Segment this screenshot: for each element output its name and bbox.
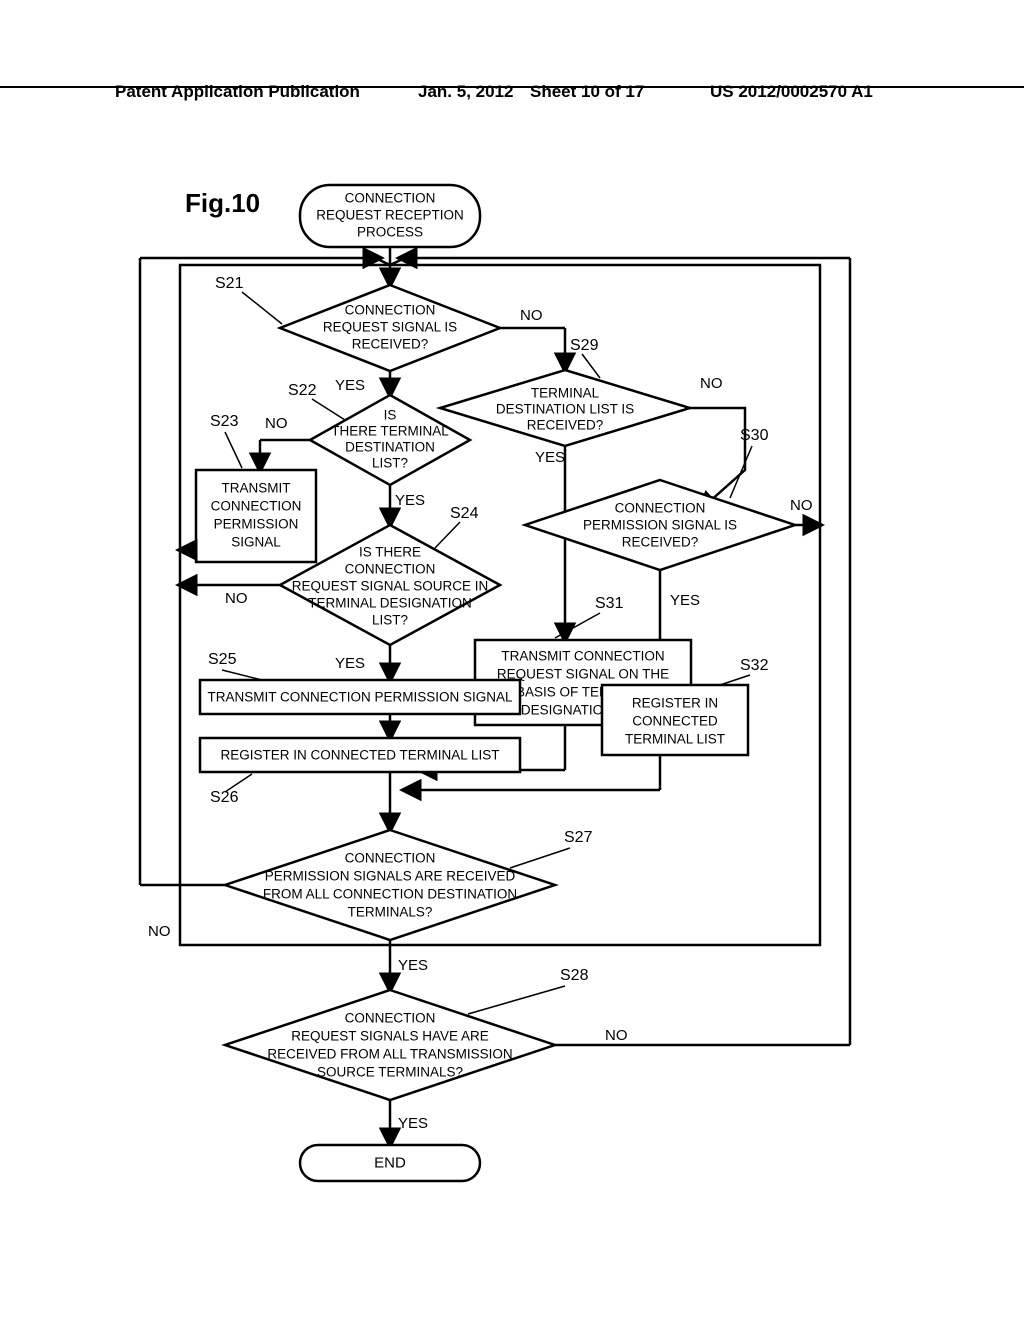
svg-text:DESTINATION: DESTINATION	[345, 440, 435, 455]
svg-text:SIGNAL: SIGNAL	[231, 535, 281, 550]
header-mid: Jan. 5, 2012	[418, 82, 513, 102]
svg-text:CONNECTION: CONNECTION	[345, 851, 436, 866]
s27-no: NO	[148, 923, 171, 940]
s30-no: NO	[790, 497, 813, 514]
svg-text:FROM ALL CONNECTION DESTINATIO: FROM ALL CONNECTION DESTINATION	[263, 887, 517, 902]
svg-text:CONNECTION: CONNECTION	[211, 499, 302, 514]
node-s21: CONNECTION REQUEST SIGNAL IS RECEIVED?	[280, 285, 500, 371]
svg-text:CONNECTION: CONNECTION	[345, 191, 436, 206]
flowchart: Fig.10 CONNECTION REQUEST RECEPTION PROC…	[0, 110, 1024, 1320]
svg-text:CONNECTION: CONNECTION	[345, 303, 436, 318]
node-s28: CONNECTION REQUEST SIGNALS HAVE ARE RECE…	[225, 990, 555, 1100]
svg-text:REQUEST SIGNAL IS: REQUEST SIGNAL IS	[323, 320, 457, 335]
s22-yes: YES	[395, 492, 425, 509]
s21-no: NO	[520, 307, 543, 324]
label-s22: S22	[288, 382, 317, 399]
label-s27: S27	[564, 829, 593, 846]
svg-text:CONNECTED: CONNECTED	[632, 714, 718, 729]
label-s31: S31	[595, 595, 624, 612]
end-terminator: END	[300, 1145, 480, 1181]
svg-text:RECEIVED?: RECEIVED?	[352, 337, 429, 352]
s24-no: NO	[225, 590, 248, 607]
label-s23: S23	[210, 413, 239, 430]
svg-text:END: END	[374, 1155, 406, 1172]
s24-yes: YES	[335, 655, 365, 672]
figure-label: Fig.10	[185, 188, 260, 218]
svg-text:PERMISSION SIGNALS ARE RECEIVE: PERMISSION SIGNALS ARE RECEIVED	[265, 869, 516, 884]
svg-text:PROCESS: PROCESS	[357, 225, 423, 240]
svg-text:RECEIVED?: RECEIVED?	[622, 535, 699, 550]
s21-yes: YES	[335, 377, 365, 394]
page-header: Patent Application Publication Jan. 5, 2…	[0, 82, 1024, 88]
svg-text:RECEIVED FROM ALL TRANSMISSION: RECEIVED FROM ALL TRANSMISSION	[267, 1047, 512, 1062]
svg-text:REQUEST SIGNAL SOURCE IN: REQUEST SIGNAL SOURCE IN	[292, 579, 489, 594]
svg-text:IS THERE: IS THERE	[359, 545, 421, 560]
svg-text:LIST?: LIST?	[372, 456, 408, 471]
label-s26: S26	[210, 789, 239, 806]
svg-text:RECEIVED?: RECEIVED?	[527, 418, 604, 433]
svg-text:DESTINATION LIST IS: DESTINATION LIST IS	[496, 402, 634, 417]
node-s32: REGISTER IN CONNECTED TERMINAL LIST	[602, 685, 748, 755]
outer-frame	[180, 265, 820, 945]
s29-no: NO	[700, 375, 723, 392]
svg-text:TERMINALS?: TERMINALS?	[348, 905, 433, 920]
svg-text:PERMISSION SIGNAL IS: PERMISSION SIGNAL IS	[583, 518, 737, 533]
label-s24: S24	[450, 505, 479, 522]
svg-text:PERMISSION: PERMISSION	[214, 517, 299, 532]
s22-no: NO	[265, 415, 288, 432]
label-s21: S21	[215, 275, 244, 292]
header-right: US 2012/0002570 A1	[710, 82, 873, 102]
label-s32: S32	[740, 657, 769, 674]
svg-text:THERE TERMINAL: THERE TERMINAL	[331, 424, 449, 439]
svg-text:SOURCE TERMINALS?: SOURCE TERMINALS?	[317, 1065, 463, 1080]
node-s26: REGISTER IN CONNECTED TERMINAL LIST	[200, 738, 520, 772]
svg-text:TERMINAL LIST: TERMINAL LIST	[625, 732, 725, 747]
svg-text:CONNECTION: CONNECTION	[345, 562, 436, 577]
svg-text:TERMINAL DESIGNATION: TERMINAL DESIGNATION	[308, 596, 472, 611]
svg-text:REQUEST RECEPTION: REQUEST RECEPTION	[316, 208, 464, 223]
label-s30: S30	[740, 427, 769, 444]
s28-yes: YES	[398, 1115, 428, 1132]
node-s25: TRANSMIT CONNECTION PERMISSION SIGNAL	[200, 680, 520, 714]
node-s23: TRANSMIT CONNECTION PERMISSION SIGNAL	[196, 470, 316, 562]
svg-text:TRANSMIT: TRANSMIT	[222, 481, 291, 496]
node-s27: CONNECTION PERMISSION SIGNALS ARE RECEIV…	[225, 830, 555, 940]
header-sheet: Sheet 10 of 17	[530, 82, 644, 102]
node-s29: TERMINAL DESTINATION LIST IS RECEIVED?	[440, 370, 690, 446]
svg-text:REGISTER IN: REGISTER IN	[632, 696, 718, 711]
s30-yes: YES	[670, 592, 700, 609]
s27-yes: YES	[398, 957, 428, 974]
label-s28: S28	[560, 967, 589, 984]
s29-yes: YES	[535, 449, 565, 466]
svg-text:LIST?: LIST?	[372, 613, 408, 628]
svg-text:TERMINAL: TERMINAL	[531, 386, 600, 401]
svg-text:TRANSMIT CONNECTION: TRANSMIT CONNECTION	[501, 649, 664, 664]
svg-text:CONNECTION: CONNECTION	[615, 501, 706, 516]
svg-text:IS: IS	[384, 408, 397, 423]
label-s25: S25	[208, 651, 237, 668]
svg-text:REQUEST SIGNAL ON THE: REQUEST SIGNAL ON THE	[497, 667, 669, 682]
start-terminator: CONNECTION REQUEST RECEPTION PROCESS	[300, 185, 480, 247]
svg-text:REGISTER IN CONNECTED TERMINAL: REGISTER IN CONNECTED TERMINAL LIST	[220, 748, 499, 763]
svg-text:REQUEST SIGNALS HAVE ARE: REQUEST SIGNALS HAVE ARE	[291, 1029, 489, 1044]
header-left: Patent Application Publication	[115, 82, 360, 102]
label-s29: S29	[570, 337, 599, 354]
svg-text:TRANSMIT CONNECTION PERMISSION: TRANSMIT CONNECTION PERMISSION SIGNAL	[207, 690, 513, 705]
s28-no: NO	[605, 1027, 628, 1044]
svg-text:CONNECTION: CONNECTION	[345, 1011, 436, 1026]
